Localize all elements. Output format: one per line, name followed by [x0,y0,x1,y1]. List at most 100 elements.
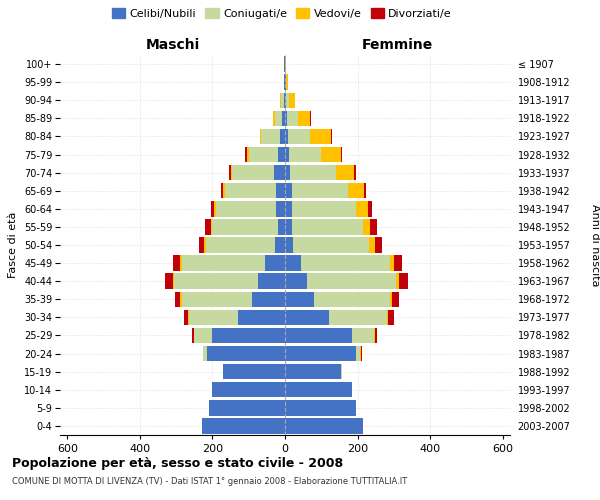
Bar [289,147,321,162]
Bar [285,165,290,180]
Bar [374,328,375,343]
Bar [395,274,400,289]
Bar [281,92,284,108]
Bar [356,201,368,216]
Bar [285,292,314,307]
Y-axis label: Anni di nascita: Anni di nascita [590,204,600,286]
Bar [273,110,275,126]
Bar [278,147,285,162]
Bar [209,400,285,415]
Bar [392,292,398,307]
Bar [360,346,361,362]
Bar [192,328,194,343]
Bar [175,274,258,289]
Bar [361,346,362,362]
Bar [258,274,285,289]
Bar [341,364,342,380]
Bar [204,238,206,252]
Bar [275,238,285,252]
Bar [212,328,285,343]
Bar [370,219,377,234]
Bar [265,256,285,271]
Bar [249,147,278,162]
Bar [285,418,363,434]
Bar [247,147,249,162]
Bar [400,274,409,289]
Bar [182,292,253,307]
Bar [368,201,372,216]
Bar [298,110,310,126]
Bar [388,310,394,325]
Bar [364,183,366,198]
Bar [245,147,247,162]
Bar [331,128,332,144]
Bar [285,183,292,198]
Bar [205,219,211,234]
Bar [336,165,354,180]
Bar [199,238,204,252]
Bar [356,346,360,362]
Bar [285,74,286,90]
Bar [285,147,289,162]
Bar [232,165,274,180]
Bar [280,128,285,144]
Bar [182,256,265,271]
Bar [310,128,331,144]
Bar [287,110,298,126]
Text: COMUNE DI MOTTA DI LIVENZA (TV) - Dati ISTAT 1° gennaio 2008 - Elaborazione TUTT: COMUNE DI MOTTA DI LIVENZA (TV) - Dati I… [12,478,407,486]
Bar [184,310,188,325]
Bar [253,292,285,307]
Bar [229,165,230,180]
Bar [225,183,276,198]
Bar [181,292,182,307]
Bar [194,328,212,343]
Bar [211,201,214,216]
Bar [289,92,295,108]
Bar [211,219,212,234]
Bar [188,310,189,325]
Bar [230,165,232,180]
Bar [394,256,402,271]
Bar [260,128,262,144]
Bar [262,128,280,144]
Text: Popolazione per età, sesso e stato civile - 2008: Popolazione per età, sesso e stato civil… [12,458,343,470]
Bar [290,165,336,180]
Bar [286,74,288,90]
Bar [369,238,374,252]
Bar [207,346,285,362]
Bar [212,382,285,398]
Bar [352,328,374,343]
Bar [292,183,348,198]
Bar [375,328,377,343]
Y-axis label: Fasce di età: Fasce di età [8,212,19,278]
Bar [203,346,207,362]
Bar [284,92,285,108]
Bar [363,219,370,234]
Legend: Celibi/Nubili, Coniugati/e, Vedovi/e, Divorziati/e: Celibi/Nubili, Coniugati/e, Vedovi/e, Di… [112,8,452,19]
Bar [282,110,285,126]
Bar [180,256,182,271]
Bar [221,183,223,198]
Bar [285,128,288,144]
Bar [286,92,289,108]
Bar [285,328,352,343]
Bar [285,346,356,362]
Bar [301,256,390,271]
Bar [275,110,282,126]
Bar [307,274,395,289]
Bar [285,274,307,289]
Bar [284,56,285,72]
Bar [206,238,275,252]
Bar [293,238,369,252]
Bar [285,238,293,252]
Bar [341,147,343,162]
Bar [223,183,225,198]
Bar [314,292,390,307]
Bar [165,274,173,289]
Bar [202,418,285,434]
Bar [354,165,356,180]
Bar [390,256,394,271]
Bar [173,256,180,271]
Bar [285,92,286,108]
Bar [238,310,285,325]
